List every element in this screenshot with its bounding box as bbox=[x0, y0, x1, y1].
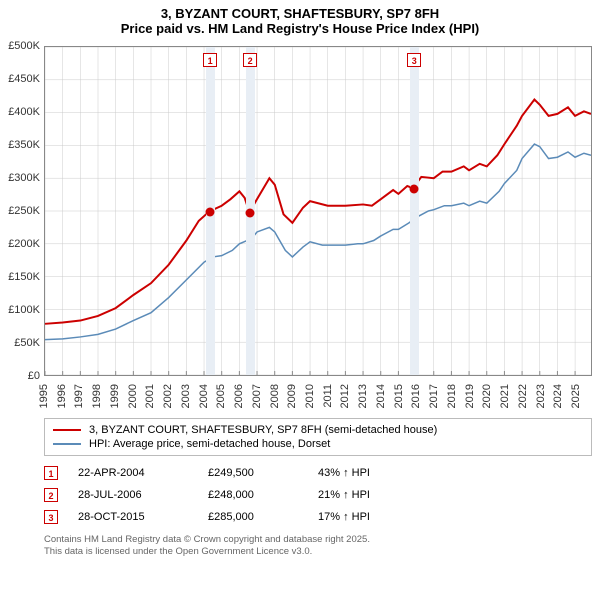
legend-swatch bbox=[53, 443, 81, 445]
x-tick-label: 2007 bbox=[251, 384, 263, 408]
y-tick-label: £250K bbox=[8, 205, 40, 217]
x-tick-label: 2024 bbox=[552, 384, 564, 408]
x-tick-label: 2018 bbox=[446, 384, 458, 408]
x-tick-label: 2001 bbox=[144, 384, 156, 408]
sales-row: 2 28-JUL-2006 £248,000 21% ↑ HPI bbox=[44, 484, 592, 506]
x-tick-label: 2022 bbox=[517, 384, 529, 408]
legend-swatch bbox=[53, 429, 81, 431]
x-tick-label: 2016 bbox=[410, 384, 422, 408]
x-tick-label: 2014 bbox=[375, 384, 387, 408]
sale-marker: 2 bbox=[243, 53, 257, 67]
x-tick-label: 2003 bbox=[180, 384, 192, 408]
sales-row: 1 22-APR-2004 £249,500 43% ↑ HPI bbox=[44, 462, 592, 484]
y-tick-label: £100K bbox=[8, 304, 40, 316]
sales-row-marker: 3 bbox=[44, 510, 58, 524]
y-tick-label: £150K bbox=[8, 271, 40, 283]
x-tick-label: 2023 bbox=[535, 384, 547, 408]
x-tick-label: 1998 bbox=[91, 384, 103, 408]
sale-dot bbox=[246, 209, 255, 218]
y-tick-label: £300K bbox=[8, 172, 40, 184]
y-axis: £0 £50K £100K £150K £200K £250K £300K £350K £400… bbox=[0, 40, 44, 412]
x-tick-label: 2025 bbox=[570, 384, 582, 408]
x-tick-label: 2019 bbox=[464, 384, 476, 408]
footer-attribution: Contains HM Land Registry data © Crown c… bbox=[44, 534, 592, 559]
sales-row-date: 28-JUL-2006 bbox=[78, 489, 188, 501]
legend-label: 3, BYZANT COURT, SHAFTESBURY, SP7 8FH (s… bbox=[89, 424, 437, 436]
sales-row-marker: 1 bbox=[44, 466, 58, 480]
sales-row-price: £249,500 bbox=[208, 467, 298, 479]
sale-marker: 1 bbox=[203, 53, 217, 67]
footer-line2: This data is licensed under the Open Gov… bbox=[44, 546, 592, 558]
y-tick-label: £350K bbox=[8, 139, 40, 151]
x-tick-label: 1996 bbox=[56, 384, 68, 408]
x-tick-label: 2004 bbox=[198, 384, 210, 408]
sales-row-price: £248,000 bbox=[208, 489, 298, 501]
x-tick-label: 2015 bbox=[393, 384, 405, 408]
sale-marker: 3 bbox=[407, 53, 421, 67]
y-tick-label: £0 bbox=[28, 370, 40, 382]
legend-item: HPI: Average price, semi-detached house,… bbox=[53, 437, 583, 451]
y-tick-label: £450K bbox=[8, 73, 40, 85]
series-hpi bbox=[45, 144, 591, 340]
x-tick-label: 2012 bbox=[339, 384, 351, 408]
legend: 3, BYZANT COURT, SHAFTESBURY, SP7 8FH (s… bbox=[44, 418, 592, 456]
x-tick-label: 2011 bbox=[322, 384, 334, 408]
x-tick-label: 2000 bbox=[127, 384, 139, 408]
sales-row-pct: 43% ↑ HPI bbox=[318, 467, 408, 479]
x-tick-label: 2002 bbox=[162, 384, 174, 408]
x-tick-label: 2008 bbox=[269, 384, 281, 408]
sales-row-marker: 2 bbox=[44, 488, 58, 502]
x-tick-label: 2010 bbox=[304, 384, 316, 408]
x-tick-label: 2017 bbox=[428, 384, 440, 408]
sales-row: 3 28-OCT-2015 £285,000 17% ↑ HPI bbox=[44, 506, 592, 528]
y-tick-label: £200K bbox=[8, 238, 40, 250]
sales-row-date: 22-APR-2004 bbox=[78, 467, 188, 479]
x-axis: 1995199619971998199920002001200220032004… bbox=[44, 378, 592, 412]
chart-subtitle: Price paid vs. HM Land Registry's House … bbox=[0, 21, 600, 40]
chart-area: £0 £50K £100K £150K £200K £250K £300K £350K £400… bbox=[0, 40, 600, 412]
x-tick-label: 1997 bbox=[73, 384, 85, 408]
x-tick-label: 2021 bbox=[499, 384, 511, 408]
x-tick-label: 2006 bbox=[233, 384, 245, 408]
y-tick-label: £50K bbox=[14, 337, 40, 349]
sales-row-price: £285,000 bbox=[208, 511, 298, 523]
sale-dot bbox=[410, 184, 419, 193]
footer-line1: Contains HM Land Registry data © Crown c… bbox=[44, 534, 592, 546]
y-tick-label: £500K bbox=[8, 40, 40, 52]
sale-band bbox=[410, 47, 419, 375]
series-price_paid bbox=[45, 99, 591, 323]
x-tick-label: 2020 bbox=[481, 384, 493, 408]
chart-title: 3, BYZANT COURT, SHAFTESBURY, SP7 8FH bbox=[0, 0, 600, 21]
x-tick-label: 1995 bbox=[38, 384, 50, 408]
sales-table: 1 22-APR-2004 £249,500 43% ↑ HPI 2 28-JUL-200… bbox=[44, 462, 592, 528]
plot-area: 1 2 3 bbox=[44, 46, 592, 376]
x-tick-label: 2009 bbox=[286, 384, 298, 408]
sales-row-pct: 21% ↑ HPI bbox=[318, 489, 408, 501]
sale-dot bbox=[206, 208, 215, 217]
sales-row-date: 28-OCT-2015 bbox=[78, 511, 188, 523]
plot-svg bbox=[45, 47, 591, 375]
y-tick-label: £400K bbox=[8, 106, 40, 118]
x-tick-label: 1999 bbox=[109, 384, 121, 408]
legend-label: HPI: Average price, semi-detached house,… bbox=[89, 438, 330, 450]
legend-item: 3, BYZANT COURT, SHAFTESBURY, SP7 8FH (s… bbox=[53, 423, 583, 437]
x-tick-label: 2005 bbox=[215, 384, 227, 408]
sales-row-pct: 17% ↑ HPI bbox=[318, 511, 408, 523]
x-tick-label: 2013 bbox=[357, 384, 369, 408]
